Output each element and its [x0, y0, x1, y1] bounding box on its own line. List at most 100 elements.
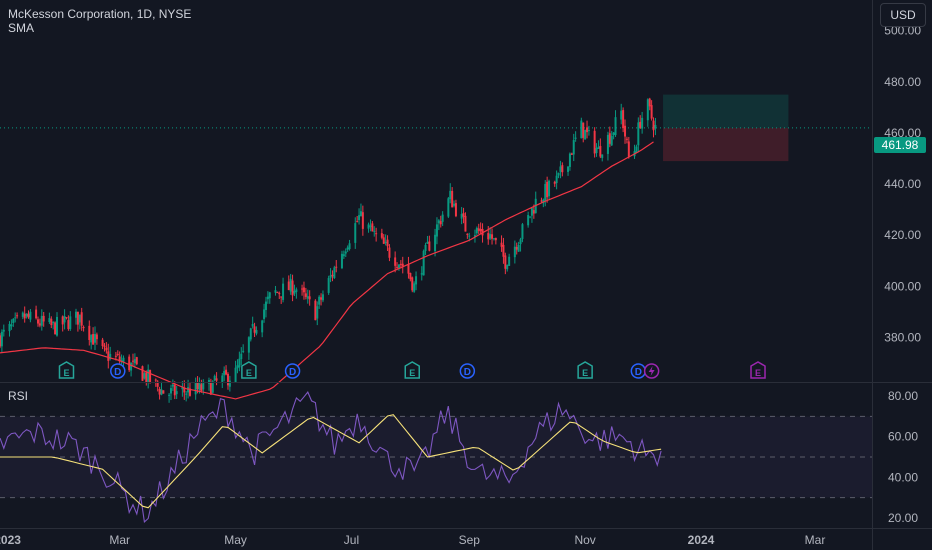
- time-tick-label: 2023: [0, 533, 21, 547]
- candle-body: [80, 312, 83, 326]
- candle-body: [52, 322, 55, 324]
- rsi-tick-label: 40.00: [888, 470, 918, 484]
- candle-body: [648, 98, 651, 107]
- dividend-marker-label: D: [114, 367, 121, 378]
- candle-body: [12, 318, 15, 323]
- earnings-marker-icon: [241, 361, 257, 379]
- position-stop-zone: [663, 127, 789, 162]
- candle-body: [411, 277, 414, 291]
- candle-body: [568, 153, 571, 167]
- candle-body: [624, 125, 627, 137]
- candle-body: [453, 203, 456, 206]
- symbol-title: McKesson Corporation, 1D, NYSE: [8, 7, 192, 21]
- candle-body: [253, 326, 256, 333]
- candle-body: [479, 228, 482, 232]
- earnings-marker-label: E: [582, 368, 588, 378]
- candle-body: [226, 373, 229, 386]
- candle-body: [92, 334, 95, 345]
- earnings-marker-label: E: [755, 368, 761, 378]
- candle-body: [263, 309, 266, 319]
- candle-body: [168, 394, 171, 396]
- candle-body: [555, 175, 558, 184]
- candle-body: [320, 297, 323, 300]
- candle-body: [335, 266, 338, 268]
- candle-body: [181, 387, 184, 390]
- rsi-indicator-label[interactable]: RSI: [8, 389, 29, 403]
- rsi-pane[interactable]: [0, 391, 872, 523]
- candle-body: [439, 221, 442, 225]
- candle-body: [103, 345, 106, 347]
- candle-body: [169, 388, 172, 394]
- candle-body: [223, 370, 226, 376]
- candle-body: [426, 242, 429, 244]
- candle-body: [76, 311, 79, 325]
- candle-body: [506, 264, 509, 270]
- earnings-marker-icon: [577, 361, 593, 379]
- candle-body: [502, 244, 505, 257]
- candle-body: [0, 331, 3, 347]
- candle-body: [238, 358, 241, 368]
- candle-body: [116, 353, 119, 355]
- price-pane[interactable]: [0, 94, 872, 403]
- candle-body: [567, 166, 570, 172]
- candle-body: [367, 224, 370, 229]
- dividend-marker-label: D: [464, 367, 471, 378]
- candle-body: [333, 267, 336, 279]
- candle-body: [131, 360, 134, 362]
- candle-body: [63, 316, 66, 323]
- candle-body: [354, 223, 357, 243]
- candle-body: [508, 256, 511, 266]
- candle-body: [196, 382, 199, 390]
- lightning-icon: [648, 366, 655, 376]
- earnings-marker-icon: [404, 361, 421, 379]
- candle-body: [74, 311, 77, 318]
- candle-body: [247, 337, 250, 353]
- candle-body: [601, 154, 604, 158]
- candle-body: [434, 234, 437, 252]
- candle-body: [147, 369, 150, 383]
- candle-body: [435, 224, 438, 237]
- candle-body: [240, 353, 243, 360]
- candle-body: [572, 140, 575, 155]
- candle-body: [209, 381, 212, 395]
- candle-body: [304, 293, 307, 297]
- candle-body: [65, 317, 68, 319]
- candle-body: [27, 313, 30, 318]
- candle-body: [559, 166, 562, 172]
- candle-body: [194, 382, 197, 395]
- candle-body: [40, 315, 43, 326]
- candle-body: [207, 379, 210, 384]
- candle-body: [584, 129, 587, 140]
- candle-body: [608, 133, 611, 144]
- candle-body: [462, 213, 465, 217]
- candle-body: [413, 283, 416, 292]
- last-price-tag: 461.98: [874, 137, 926, 153]
- candle-body: [145, 372, 148, 383]
- candle-body: [291, 280, 294, 296]
- candle-body: [50, 318, 53, 326]
- candle-body: [316, 306, 319, 319]
- candle-body: [95, 334, 98, 340]
- candle-body: [451, 190, 454, 208]
- candle-body: [620, 110, 623, 120]
- candle-body: [321, 294, 324, 301]
- candle-body: [156, 381, 159, 387]
- rsi-band-background: [0, 416, 872, 498]
- candle-body: [652, 120, 655, 131]
- currency-button[interactable]: USD: [880, 3, 926, 27]
- candle-body: [447, 198, 450, 217]
- candle-body: [344, 251, 347, 254]
- candle-body: [375, 233, 378, 235]
- candle-body: [107, 351, 110, 361]
- earnings-marker-label: E: [409, 368, 415, 378]
- candle-body: [8, 323, 11, 332]
- time-tick-label: Mar: [805, 533, 826, 547]
- candle-body: [546, 181, 549, 198]
- sma-indicator-label[interactable]: SMA: [8, 21, 35, 35]
- candle-body: [449, 190, 452, 200]
- candle-body: [251, 324, 254, 327]
- candle-body: [454, 203, 457, 217]
